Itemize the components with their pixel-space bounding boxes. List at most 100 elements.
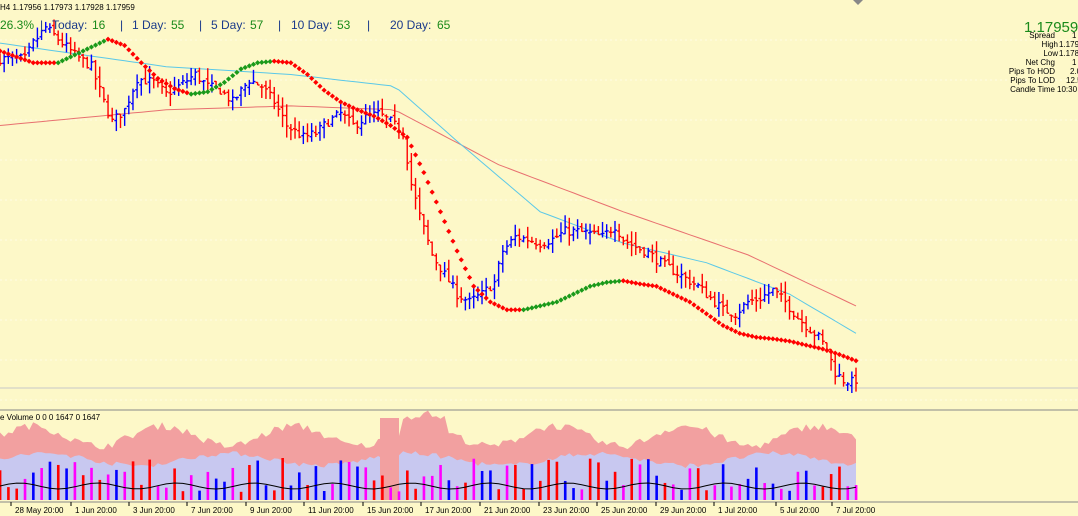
- x-axis-label: 25 Jun 20:00: [601, 506, 648, 515]
- ma-dot: [288, 60, 294, 66]
- volume-bar: [447, 480, 451, 500]
- ma-dot: [72, 52, 78, 58]
- side-candletime-value: 10:30: [1057, 85, 1078, 94]
- ma-dot: [724, 324, 730, 331]
- ma-dot: [674, 293, 680, 299]
- ma-dot: [732, 328, 739, 334]
- x-axis-label: 21 Jun 20:00: [484, 506, 531, 515]
- ma-dot: [250, 61, 257, 67]
- side-hod-label: Pips To HOD: [1009, 67, 1055, 76]
- side-netchg-label: Net Chg: [1026, 58, 1055, 67]
- side-lod-value: 12.5: [1066, 76, 1078, 85]
- svg-text:|: |: [367, 18, 370, 32]
- ma-dot: [479, 291, 485, 297]
- ma-dot: [487, 299, 493, 305]
- ma-dot: [454, 248, 460, 254]
- ma-dot: [450, 238, 456, 244]
- volume-bar: [115, 469, 118, 500]
- ma-dot: [649, 283, 655, 289]
- ma-dot: [624, 278, 631, 285]
- ma-dot: [616, 278, 622, 284]
- volume-bar: [464, 482, 467, 500]
- volume-bar: [854, 485, 858, 500]
- ma-dot: [159, 78, 165, 84]
- price-bars: [0, 19, 858, 394]
- ma-dot: [525, 306, 531, 312]
- ma-dot: [799, 341, 805, 347]
- ma-dot: [728, 326, 734, 333]
- trend-ma-dots: [0, 36, 859, 364]
- ma-dot: [396, 128, 402, 134]
- volume-bar: [372, 480, 376, 500]
- side-spread-label: Spread: [1029, 31, 1055, 40]
- ma-dot: [296, 66, 302, 72]
- ma-dot: [574, 289, 581, 295]
- x-axis-label: 3 Jun 20:00: [133, 506, 175, 515]
- ma-dot: [786, 338, 793, 344]
- svg-text:|: |: [199, 18, 202, 32]
- side-spread-value: 1: [1072, 31, 1077, 40]
- volume-bar: [347, 461, 351, 500]
- volume-bar: [181, 491, 185, 500]
- ma-dot: [230, 73, 236, 79]
- stats-bar: 26.3% | Today: 16 | 1 Day: 55 | 5 Day: 5…: [0, 18, 451, 32]
- volume-lower-band: [0, 451, 856, 500]
- stat-today-value: 16: [92, 18, 106, 32]
- ma-dot: [587, 283, 593, 289]
- ma-dot: [38, 60, 45, 66]
- ma-dot: [292, 63, 298, 69]
- ma-dot: [400, 131, 406, 137]
- ma-dot: [745, 332, 751, 338]
- chart-shift-marker[interactable]: [853, 0, 863, 5]
- ma-dot: [691, 302, 697, 308]
- volume-bar: [148, 459, 151, 500]
- volume-bar: [555, 461, 559, 500]
- ma-dot: [242, 64, 248, 71]
- ma-dot: [383, 120, 390, 126]
- volume-bar: [730, 486, 733, 500]
- ma-dot: [599, 280, 606, 286]
- ma-dot: [620, 278, 626, 284]
- volume-bar: [32, 472, 35, 500]
- volume-bar: [339, 460, 343, 500]
- ma-dot: [321, 87, 327, 93]
- volume-bar: [131, 461, 135, 500]
- x-axis-label: 11 Jun 20:00: [308, 506, 354, 515]
- ma-dot: [417, 161, 423, 167]
- volume-bar: [588, 458, 592, 500]
- ma-dot: [471, 283, 477, 289]
- volume-bar: [655, 475, 658, 500]
- volume-bar: [422, 476, 426, 500]
- ma-dot: [225, 76, 232, 82]
- ma-dot: [558, 297, 564, 303]
- volume-bar: [829, 474, 833, 500]
- ma-dot: [80, 48, 86, 54]
- ma-dot: [641, 281, 647, 288]
- ma-dot: [271, 58, 277, 64]
- ma-dot: [342, 101, 348, 107]
- volume-bar: [638, 464, 642, 500]
- volume-bar: [73, 462, 77, 500]
- ma-dot: [466, 274, 473, 281]
- ma-dot: [180, 88, 186, 94]
- ma-dot: [774, 336, 780, 343]
- volume-bar: [23, 478, 27, 500]
- ma-dot: [354, 107, 360, 113]
- volume-bar: [630, 458, 634, 500]
- volume-bar: [755, 467, 758, 500]
- ma-dot: [491, 301, 498, 307]
- ma-dot: [554, 299, 560, 305]
- ma-dot: [707, 314, 714, 320]
- volume-bar: [622, 485, 625, 500]
- ma-dot: [171, 86, 178, 92]
- ma-dot: [795, 340, 801, 346]
- ma-dot: [26, 58, 32, 64]
- ma-dot: [97, 40, 103, 46]
- stat-today-label: Today:: [52, 18, 87, 32]
- x-axis-labels: 28 May 20:00 1 Jun 20:00 3 Jun 20:00 7 Jun …: [10, 502, 876, 515]
- volume-bar: [439, 464, 442, 500]
- ma-dot: [138, 60, 144, 66]
- volume-bar: [406, 470, 409, 500]
- price-grid: [0, 39, 1078, 401]
- volume-bar: [547, 459, 550, 500]
